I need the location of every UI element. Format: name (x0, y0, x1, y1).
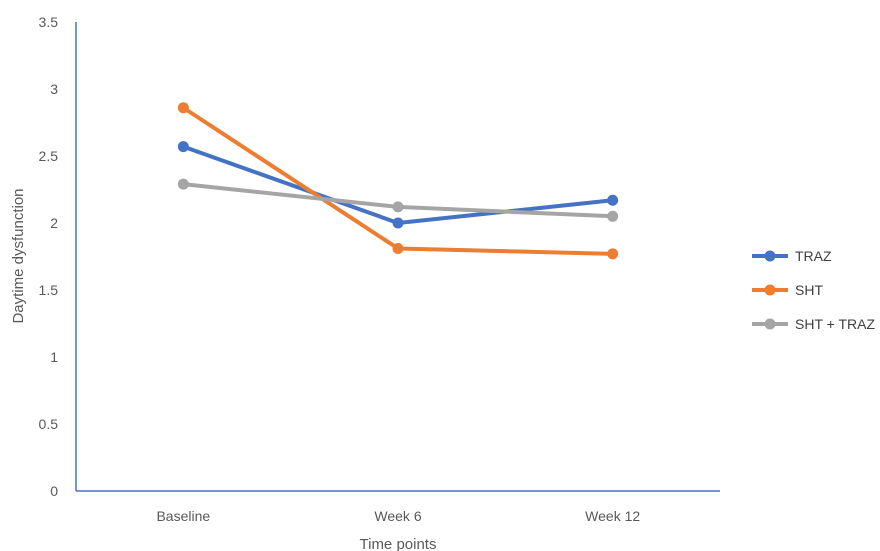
data-point (607, 210, 619, 222)
y-tick-label: 3.5 (39, 14, 59, 30)
legend: TRAZ SHT SHT + TRAZ (752, 248, 875, 332)
series-line (181, 105, 615, 256)
legend-swatch-marker (764, 250, 776, 262)
data-point (177, 141, 189, 153)
y-tick-label: 2 (50, 215, 58, 231)
y-axis-title: Daytime dysfunction (10, 188, 27, 323)
data-point (177, 178, 189, 190)
x-tick-label: Week 12 (585, 508, 640, 524)
y-tick-label: 3 (50, 81, 58, 97)
y-tick-label: 1.5 (39, 282, 59, 298)
legend-label: TRAZ (795, 248, 832, 264)
series-group (177, 141, 619, 229)
y-tick-label: 1 (50, 349, 58, 365)
y-tick-label: 0.5 (39, 416, 59, 432)
data-point (607, 194, 619, 206)
x-tick-label: Baseline (156, 508, 210, 524)
data-point (392, 242, 404, 254)
series-layer (177, 102, 619, 260)
legend-item: SHT + TRAZ (752, 316, 875, 332)
legend-label: SHT + TRAZ (795, 316, 875, 332)
legend-swatch-marker (764, 318, 776, 330)
data-point (392, 201, 404, 213)
x-tick-label: Week 6 (374, 508, 421, 524)
y-tick-label: 0 (50, 483, 58, 499)
y-tick-labels: 0 0.5 1 1.5 2 2.5 3 3.5 (39, 14, 59, 499)
x-axis-title: Time points (360, 536, 437, 551)
legend-item: SHT (752, 282, 823, 298)
series-group (177, 102, 619, 260)
legend-item: TRAZ (752, 248, 832, 264)
y-tick-label: 2.5 (39, 148, 59, 164)
data-point (607, 248, 619, 260)
series-group (177, 178, 619, 222)
x-tick-labels: Baseline Week 6 Week 12 (156, 508, 640, 524)
legend-label: SHT (795, 282, 823, 298)
legend-swatch-marker (764, 284, 776, 296)
data-point (392, 217, 404, 229)
data-point (177, 102, 189, 114)
